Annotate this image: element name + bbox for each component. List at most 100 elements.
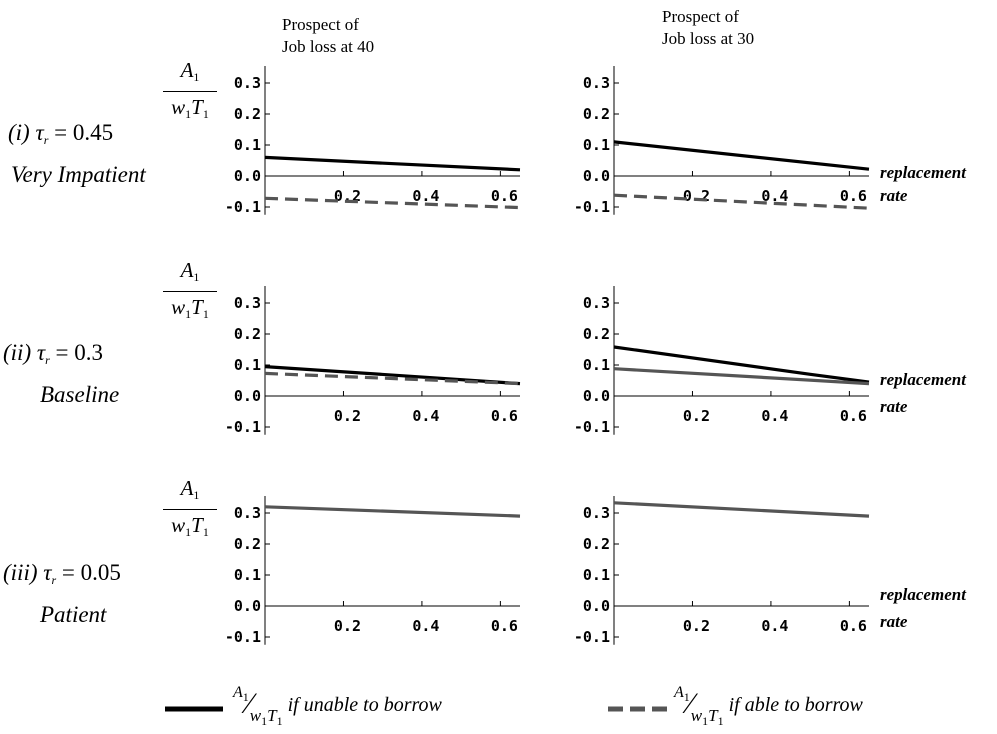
row-label-3: (iii) τr = 0.05: [3, 560, 121, 588]
y-tick-label: 0.0: [234, 597, 261, 615]
x-axis-label-line1: replacement: [880, 370, 967, 389]
fraction-numerator: A1: [180, 58, 200, 84]
x-tick-label: 0.2: [334, 407, 361, 425]
legend-fraction-num: A1: [233, 684, 249, 704]
fraction-numerator: A1: [180, 258, 200, 284]
row-label-1: (i) τr = 0.45: [8, 120, 113, 148]
legend-fraction-num: A1: [674, 684, 690, 704]
y-tick-label: -0.1: [574, 628, 610, 646]
y-tick-label: -0.1: [574, 198, 610, 216]
y-tick-label: 0.2: [583, 105, 610, 123]
legend-item-unable: A1⁄w1T1 if unable to borrow: [233, 684, 442, 729]
y-tick-label: 0.1: [583, 136, 610, 154]
y-tick-label: 0.2: [234, 325, 261, 343]
tau-symbol: τ: [35, 120, 44, 145]
y-tick-label: 0.3: [583, 504, 610, 522]
x-tick-label: 0.4: [412, 407, 439, 425]
y-tick-label: 0.0: [234, 167, 261, 185]
series-line-unable: [264, 365, 521, 386]
y-tick-label: 0.3: [583, 74, 610, 92]
y-tick-label: 0.2: [234, 535, 261, 553]
column-header-job-loss-40: Prospect of Job loss at 40: [282, 14, 374, 58]
y-tick-label: 0.1: [234, 356, 261, 374]
tau-subscript: r: [51, 573, 57, 587]
row-label-2: (ii) τr = 0.3: [3, 340, 103, 368]
y-axis-fraction-row-3: A1 w1T1: [163, 476, 217, 544]
tau-symbol: τ: [36, 340, 46, 365]
y-tick-label: -0.1: [225, 198, 261, 216]
tau-value: = 0.3: [49, 340, 103, 365]
fraction-denominator: w1T1: [171, 95, 209, 121]
chart-panel: 0.30.20.10.0-0.10.2 0.4 0.6: [225, 285, 521, 436]
column-header-line1: Prospect of: [662, 7, 739, 26]
x-tick-label: 0.6: [491, 187, 518, 205]
x-tick-label: 0.4: [761, 407, 788, 425]
chart-panel: 0.30.20.10.0-0.10.2 0.4 0.6: [574, 495, 870, 646]
series-line-unable: [613, 345, 870, 384]
y-tick-label: 0.1: [234, 136, 261, 154]
series-line-able: [264, 505, 521, 518]
fraction-denominator: w1T1: [171, 513, 209, 539]
x-tick-label: 0.2: [683, 617, 710, 635]
y-tick-label: 0.1: [583, 566, 610, 584]
x-tick-label: 0.4: [761, 617, 788, 635]
tau-subscript: r: [45, 353, 50, 367]
x-tick-label: 0.4: [412, 187, 439, 205]
fraction-bar: [163, 291, 217, 292]
x-tick-label: 0.6: [491, 407, 518, 425]
row-numeral: (ii): [3, 340, 32, 365]
legend-text-able: if able to borrow: [728, 694, 863, 716]
legend-text-unable: if unable to borrow: [287, 694, 442, 716]
x-tick-label: 0.2: [683, 407, 710, 425]
series-line-able: [613, 367, 870, 386]
legend-slash: ⁄: [687, 687, 693, 720]
x-axis-label-line1: replacement: [880, 585, 967, 604]
chart-panels: 0.3 0.2 0.1 0.0 -0.1 0.2 0.4 0.6 0.3 0.2 0.1 0.0 -0.…: [225, 65, 870, 646]
legend-item-able: A1⁄w1T1 if able to borrow: [674, 684, 863, 729]
y-tick-label: 0.3: [583, 294, 610, 312]
y-tick-label: -0.1: [225, 628, 261, 646]
row-numeral: (iii): [3, 560, 38, 585]
y-tick-label: 0.1: [234, 566, 261, 584]
y-tick-label: -0.1: [225, 418, 261, 436]
fraction-numerator: A1: [180, 476, 200, 502]
row-numeral: (i): [8, 120, 30, 145]
x-axis-label-line2: rate: [880, 186, 908, 205]
y-axis-fraction-row-2: A1 w1T1: [163, 258, 217, 326]
tau-value: = 0.05: [56, 560, 121, 585]
x-tick-label: 0.6: [840, 617, 867, 635]
column-header-job-loss-30: Prospect of Job loss at 30: [662, 6, 754, 50]
y-axis-fraction-row-1: A1 w1T1: [163, 58, 217, 126]
x-tick-label: 0.4: [412, 617, 439, 635]
column-header-line2: Job loss at 30: [662, 29, 755, 48]
y-tick-label: 0.0: [583, 597, 610, 615]
tau-symbol: τ: [43, 560, 52, 585]
x-axis-label-line1: replacement: [880, 163, 967, 182]
y-tick-label: 0.3: [234, 294, 261, 312]
x-tick-label: 0.6: [840, 407, 867, 425]
y-tick-label: 0.0: [583, 167, 610, 185]
x-tick-label: 0.6: [840, 187, 867, 205]
chart-panel: 0.30.20.10.0-0.10.2 0.4 0.6: [225, 65, 521, 216]
x-tick-label: 0.4: [761, 187, 788, 205]
series-line-able-dashed: [264, 371, 521, 386]
legend-fraction-den: w1T1: [249, 706, 283, 728]
row-name-1: Very Impatient: [11, 162, 146, 187]
legend-fraction-den: w1T1: [690, 706, 724, 728]
chart-panel: 0.30.20.10.0-0.10.2 0.4 0.6: [225, 495, 521, 646]
x-tick-label: 0.2: [683, 187, 710, 205]
x-tick-label: 0.2: [334, 617, 361, 635]
row-name-2: Baseline: [40, 382, 120, 407]
column-header-line1: Prospect of: [282, 15, 359, 34]
fraction-bar: [163, 91, 217, 92]
y-tick-label: 0.3: [234, 504, 261, 522]
column-header-line2: Job loss at 40: [282, 37, 375, 56]
series-line-unable: [264, 155, 521, 172]
legend-slash: ⁄: [246, 687, 252, 720]
x-axis-label-line2: rate: [880, 397, 908, 416]
series-line-able: [613, 501, 870, 518]
y-tick-label: -0.1: [574, 418, 610, 436]
x-axis-label-row-3: replacement rate: [880, 585, 967, 631]
y-tick-label: 0.0: [583, 387, 610, 405]
fraction-bar: [163, 509, 217, 510]
